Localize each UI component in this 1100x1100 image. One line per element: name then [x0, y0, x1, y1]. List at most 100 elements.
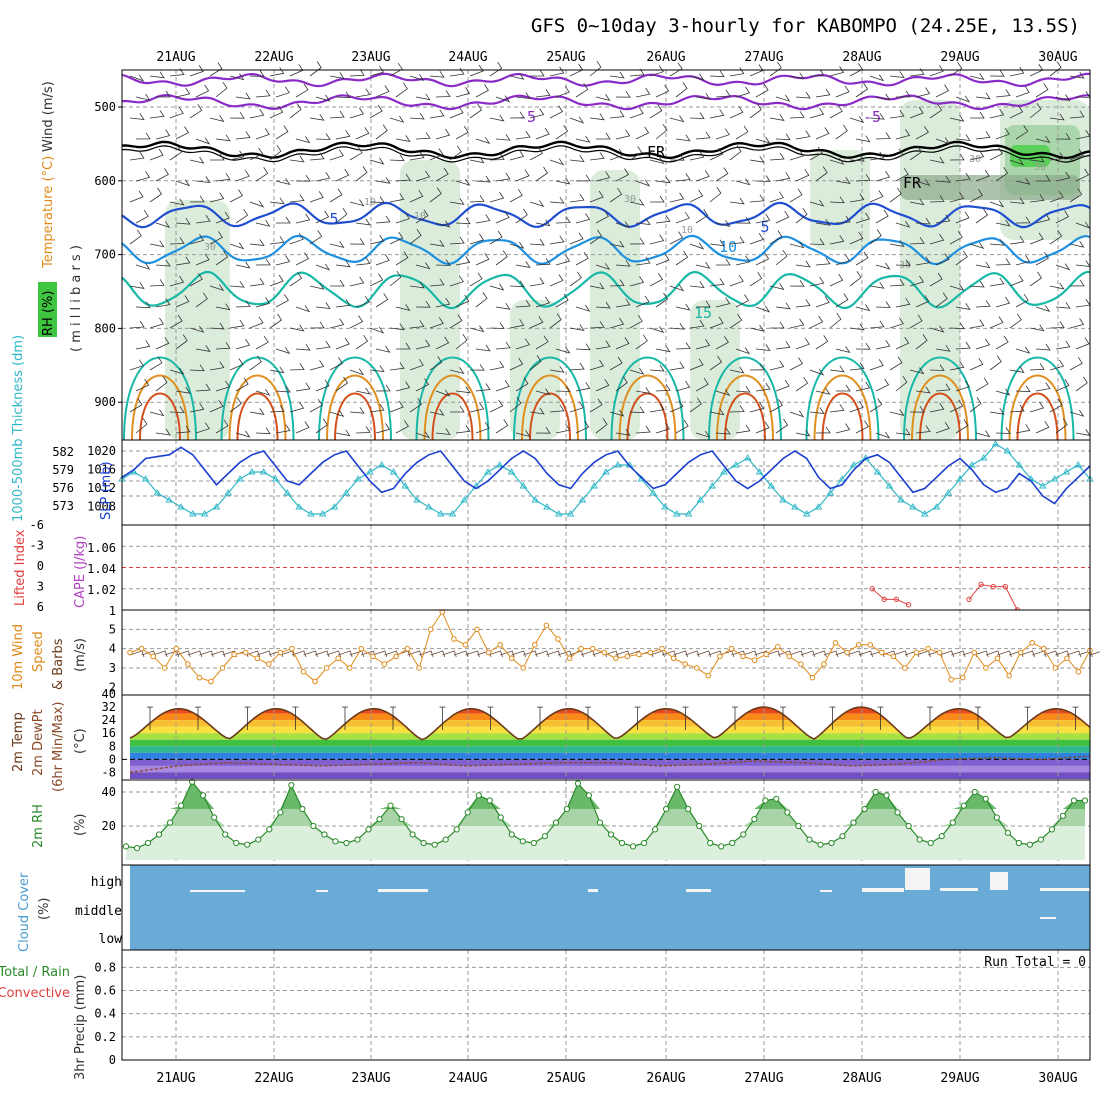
- wind-barb: [1035, 343, 1051, 351]
- cape-tick-label: 1.04: [87, 562, 116, 576]
- wind-barb: [635, 256, 651, 266]
- wind-barb: [915, 87, 931, 98]
- thickness-point: [566, 510, 575, 517]
- wind-barb: [389, 323, 405, 331]
- wind-barb: [255, 258, 271, 266]
- wind-barb: [929, 103, 943, 119]
- wind-barb: [729, 366, 745, 374]
- wind-barb: [975, 261, 991, 269]
- wind-barb: [189, 325, 205, 333]
- wind-barb: [249, 277, 265, 287]
- wind-barb: [295, 174, 311, 182]
- wind-barb: [875, 262, 891, 270]
- wind-barb: [875, 132, 891, 140]
- rh2m-point: [277, 809, 284, 816]
- wind-barb: [875, 339, 891, 350]
- wind-barb: [435, 128, 451, 140]
- wind-barb: [929, 402, 945, 413]
- rh2m-point: [486, 797, 493, 804]
- wind-barb: [829, 157, 845, 165]
- cloud-axis-label: Cloud Cover: [17, 872, 32, 952]
- top-date-axis: 21AUG 22AUG 23AUG 24AUG 25AUG 26AUG 27AUG 28AUG…: [156, 50, 1077, 65]
- wind-barb: [609, 356, 623, 371]
- thickness-point: [732, 461, 740, 468]
- precip-grid: [122, 950, 1090, 1060]
- wind-barb: [849, 232, 864, 245]
- wind-barb: [655, 123, 668, 140]
- wind-barb: [715, 89, 731, 98]
- wind-barb: [989, 108, 1005, 119]
- lifted-index-line: [871, 588, 909, 606]
- wind-barb: [729, 274, 744, 287]
- wind-barb: [529, 316, 544, 329]
- wind-barb: [889, 278, 905, 287]
- wind-barb: [689, 397, 702, 413]
- wind10m-point: [867, 641, 874, 648]
- thickness-point: [1003, 447, 1012, 454]
- wind-barb: [609, 148, 624, 161]
- wind-barb: [575, 382, 591, 392]
- wind10m-barb: [511, 650, 527, 658]
- wind-barb: [375, 85, 390, 98]
- wind-barb: [149, 240, 165, 248]
- rh2m-point: [652, 826, 659, 833]
- wind-barb: [149, 409, 165, 417]
- rh2m-point: [707, 839, 714, 847]
- wind-barb: [729, 197, 745, 205]
- wind-barb: [529, 147, 543, 161]
- wind-barb: [529, 355, 542, 371]
- thickness-point: [484, 468, 492, 475]
- wind-barb: [615, 259, 631, 267]
- wind-barb: [349, 276, 365, 287]
- cloud-cover-marks: [190, 868, 1090, 919]
- wind-barb: [629, 314, 643, 329]
- contour-label: 30: [624, 194, 636, 205]
- wind-barb: [1069, 356, 1083, 371]
- wind-barb: [635, 425, 651, 434]
- temperature-contour: [334, 392, 376, 441]
- thickness-point: [460, 496, 469, 503]
- wind10m-point: [427, 626, 434, 633]
- bottom-date-label: 27AUG: [744, 1071, 783, 1086]
- wind-barb: [869, 281, 885, 289]
- rh-shade: [810, 150, 870, 250]
- wind-barb: [355, 387, 371, 395]
- rh2m-area-mid: [126, 781, 1085, 826]
- rh2m-line: [125, 780, 1085, 849]
- wind-barb: [389, 362, 405, 371]
- temperature-contour: [708, 356, 782, 441]
- bottom-date-label: 22AUG: [254, 1071, 293, 1086]
- wind10m-point: [277, 649, 284, 656]
- wind-barb: [375, 254, 390, 266]
- lifted-index-tick-label: 0: [37, 559, 44, 573]
- wind-barb: [855, 251, 869, 266]
- wind-barb: [415, 209, 429, 224]
- thickness-point: [342, 489, 351, 496]
- wind-barb: [375, 176, 391, 184]
- rh2m-point: [1037, 836, 1045, 843]
- wind-barb: [475, 137, 491, 145]
- cloud-cover-bar: [316, 890, 328, 892]
- wind-barb: [309, 398, 323, 413]
- wind-barb: [889, 187, 902, 203]
- wind-barb: [735, 385, 751, 393]
- wind-barb: [276, 216, 291, 224]
- wind-barb: [675, 211, 690, 224]
- rh2m-point: [310, 822, 317, 830]
- wind-barb: [149, 187, 163, 203]
- wind-barb: [209, 231, 223, 245]
- wind-barb: [715, 167, 729, 182]
- wind-barb: [695, 261, 711, 269]
- wind-barb: [689, 358, 704, 371]
- rh2m-point: [519, 838, 526, 845]
- wind-barb: [969, 397, 982, 413]
- wind-barb: [215, 173, 231, 182]
- lifted-index-axis-label: Lifted Index: [13, 529, 28, 606]
- rh-shade: [510, 300, 560, 440]
- wind-barb: [949, 361, 965, 371]
- wind10m-point: [358, 645, 365, 652]
- wind-barb: [869, 151, 885, 161]
- wind-barb: [955, 303, 971, 310]
- thickness-point: [366, 468, 374, 475]
- wind-barb: [629, 146, 643, 161]
